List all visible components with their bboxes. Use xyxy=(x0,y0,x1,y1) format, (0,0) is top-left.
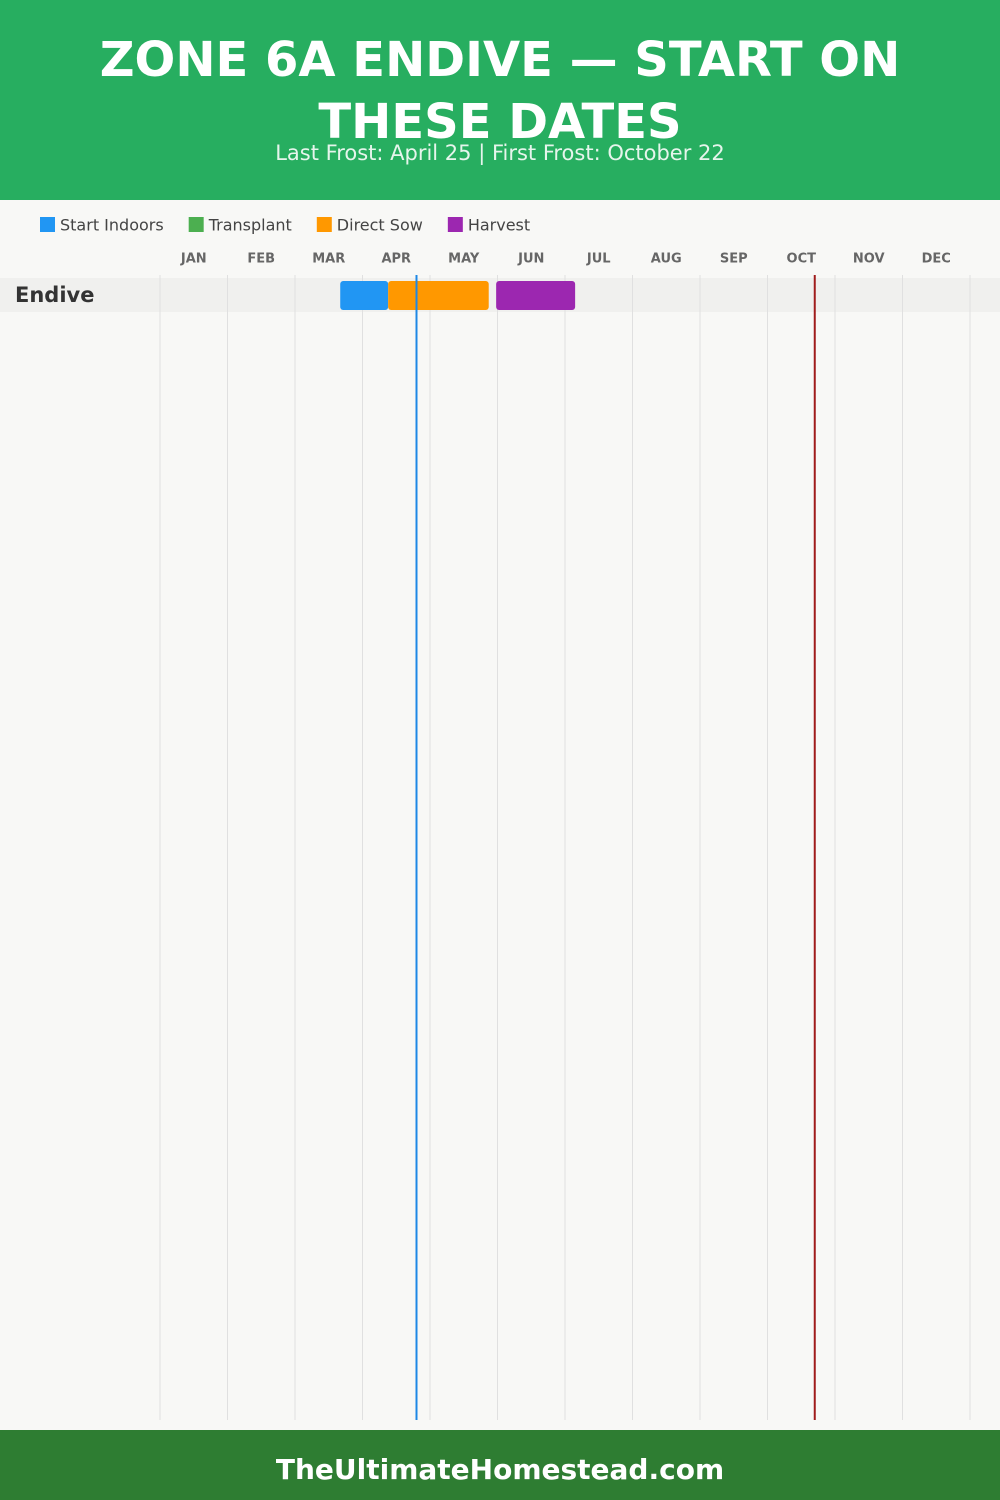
legend-swatch xyxy=(316,217,332,232)
x-tick-label: JUN xyxy=(517,252,544,267)
legend-swatch xyxy=(447,217,463,232)
subtitle: Last Frost: April 25 | First Frost: Octo… xyxy=(275,141,725,166)
legend-label: Direct Sow xyxy=(337,216,423,235)
x-tick-label: OCT xyxy=(787,252,817,267)
footer xyxy=(0,1430,1000,1500)
header xyxy=(0,0,1000,200)
legend-label: Start Indoors xyxy=(60,216,164,235)
x-tick-label: FEB xyxy=(247,252,275,267)
x-tick-label: DEC xyxy=(922,252,951,267)
x-tick-label: MAY xyxy=(448,252,480,267)
legend-swatch xyxy=(188,217,204,232)
bar xyxy=(496,281,576,310)
x-tick-label: AUG xyxy=(651,252,682,267)
row-label: Endive xyxy=(15,283,94,307)
x-tick-label: SEP xyxy=(720,252,748,267)
x-tick-label: JUL xyxy=(586,252,611,267)
x-tick-label: APR xyxy=(381,252,411,267)
x-tick-label: MAR xyxy=(312,252,345,267)
x-tick-label: JAN xyxy=(180,252,207,267)
bar xyxy=(388,281,489,310)
legend-label: Harvest xyxy=(468,216,530,235)
footer-text: TheUltimateHomestead.com xyxy=(276,1453,724,1486)
legend-label: Transplant xyxy=(208,216,292,235)
chart-title: ZONE 6A ENDIVE — START ON THESE DATES xyxy=(100,32,901,150)
bar xyxy=(340,281,389,310)
x-tick-label: NOV xyxy=(853,252,885,267)
legend-swatch xyxy=(40,217,55,232)
